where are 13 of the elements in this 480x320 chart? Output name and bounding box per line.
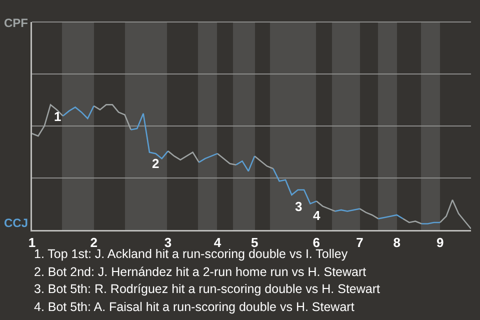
x-tick-label: 9 bbox=[436, 235, 444, 250]
text: 2. Bot 2nd: J. Hernández hit a 2-run home run vs H. Stewart bbox=[34, 265, 367, 279]
text: CCJ bbox=[4, 216, 28, 230]
annotation: 3 bbox=[295, 199, 302, 214]
x-tick-label: 8 bbox=[393, 235, 400, 250]
annotation: 4 bbox=[313, 208, 321, 223]
text: 3. Bot 5th: R. Rodríguez hit a run-scoring double vs H. Stewart bbox=[34, 282, 381, 296]
x-tick-label: 1 bbox=[28, 235, 36, 250]
annotation: 2 bbox=[152, 156, 160, 171]
text: CPF bbox=[4, 16, 28, 30]
annotation: 1 bbox=[54, 109, 62, 124]
text: 4. Bot 5th: A. Faisal hit a run-scoring double vs H. Stewart bbox=[34, 300, 355, 314]
x-tick-label: 7 bbox=[356, 235, 364, 250]
